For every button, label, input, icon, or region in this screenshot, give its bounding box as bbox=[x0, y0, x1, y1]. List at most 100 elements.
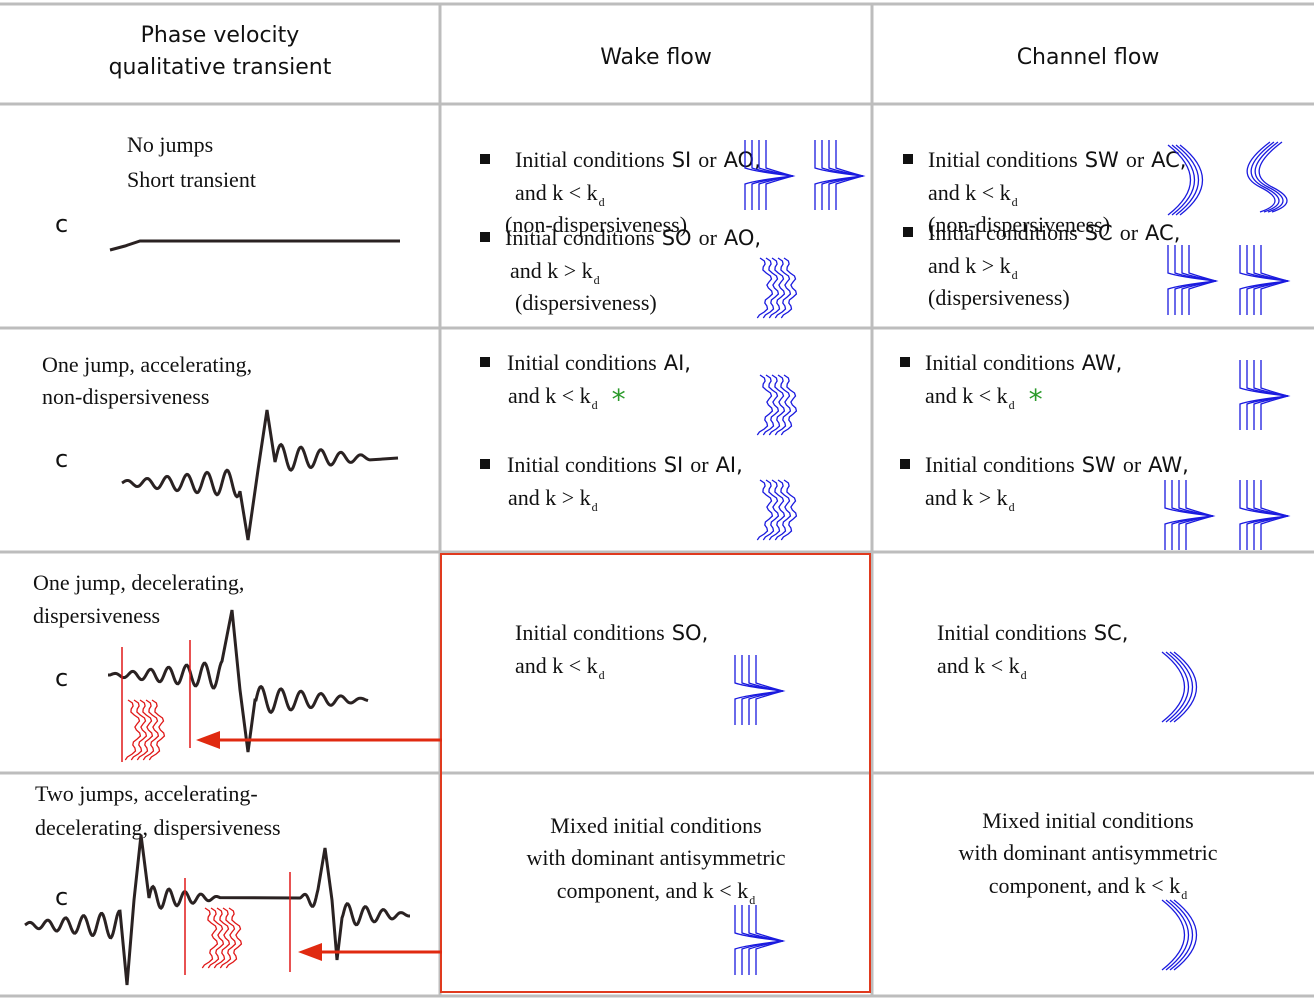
header-text: Wake flow bbox=[600, 45, 712, 70]
text-run: dispersiveness bbox=[33, 603, 160, 628]
axis-label: c bbox=[55, 445, 68, 473]
cell-text: (dispersiveness) bbox=[515, 290, 657, 315]
wave-icon bbox=[142, 699, 160, 761]
wave-icon bbox=[148, 699, 166, 761]
arrow-head bbox=[196, 731, 220, 749]
subscript: d bbox=[599, 668, 605, 682]
wave-icon bbox=[768, 479, 786, 541]
wave-icon bbox=[1169, 651, 1194, 723]
wave-icon bbox=[1260, 360, 1291, 430]
cell-text: with dominant antisymmetric bbox=[958, 840, 1217, 865]
text-run: AC, bbox=[1151, 148, 1186, 172]
wave-icon bbox=[755, 905, 786, 975]
subscript: d bbox=[592, 398, 598, 412]
text-run: SI bbox=[664, 453, 684, 477]
wave-icon bbox=[201, 907, 219, 969]
subscript: d bbox=[749, 893, 755, 907]
text-run: c bbox=[55, 210, 68, 238]
text-run: or bbox=[698, 147, 717, 172]
bullet bbox=[900, 357, 910, 367]
wave-icon bbox=[1165, 651, 1190, 723]
text-run: Wake flow bbox=[600, 45, 712, 70]
text-run: or bbox=[690, 452, 709, 477]
wave-icon bbox=[219, 907, 237, 969]
text-run: and k < k bbox=[928, 180, 1011, 205]
cell-text: decelerating, dispersiveness bbox=[35, 815, 281, 840]
wave-icon bbox=[213, 907, 231, 969]
cell-text: Initial conditions SI or AI, bbox=[507, 452, 743, 477]
wave-icon bbox=[780, 374, 798, 436]
text-run: and k < k bbox=[937, 653, 1020, 678]
text-run: (non-dispersiveness) bbox=[928, 212, 1110, 237]
cell-text: One jump, accelerating, bbox=[42, 352, 252, 377]
wave-icon bbox=[756, 374, 774, 436]
cell-text: and k > kd bbox=[925, 485, 1015, 514]
wave-icon bbox=[756, 257, 774, 319]
wave-icon bbox=[1173, 651, 1198, 723]
text-run: Short transient bbox=[127, 167, 256, 192]
bullet bbox=[480, 154, 490, 164]
text-run: Channel flow bbox=[1017, 45, 1160, 70]
bullet bbox=[480, 232, 490, 242]
cell-text: Mixed initial conditions bbox=[982, 808, 1193, 833]
axis-label: c bbox=[55, 210, 68, 238]
text-run: No jumps bbox=[127, 132, 213, 157]
header-text: qualitative transient bbox=[109, 55, 332, 80]
text-run: and k > k bbox=[925, 485, 1008, 510]
cell-text: and k < kd bbox=[937, 653, 1027, 682]
text-run: AI, bbox=[664, 351, 691, 375]
cell-text: Initial conditions SI or AO, bbox=[515, 147, 761, 172]
subscript: d bbox=[1009, 500, 1015, 514]
asterisk: * bbox=[612, 383, 626, 416]
text-run: Two jumps, accelerating- bbox=[35, 781, 258, 806]
cell-text: component, and k < kd bbox=[557, 878, 755, 907]
wave-icon bbox=[1188, 245, 1219, 315]
text-run: with dominant antisymmetric bbox=[958, 840, 1217, 865]
text-run: Initial conditions bbox=[507, 350, 657, 375]
text-run: Initial conditions bbox=[515, 147, 665, 172]
subscript: d bbox=[1009, 398, 1015, 412]
cell-text: and k > kd bbox=[508, 485, 598, 514]
text-run: One jump, decelerating, bbox=[33, 570, 244, 595]
text-run: component, and k < k bbox=[989, 873, 1180, 898]
text-run: and k < k bbox=[508, 383, 591, 408]
text-run: Initial conditions bbox=[505, 225, 655, 250]
cell-text: component, and k < kd bbox=[989, 873, 1187, 902]
wave-icon bbox=[768, 374, 786, 436]
wave-icon bbox=[225, 907, 243, 969]
text-run: Initial conditions bbox=[928, 147, 1078, 172]
wave-icon bbox=[207, 907, 225, 969]
text-run: Mixed initial conditions bbox=[550, 813, 761, 838]
wave-icon bbox=[780, 479, 798, 541]
text-run: c bbox=[55, 445, 68, 473]
text-run: Initial conditions bbox=[515, 620, 665, 645]
text-run: non-dispersiveness bbox=[42, 384, 209, 409]
text-run: SO, bbox=[672, 621, 709, 645]
wave-icon bbox=[1165, 899, 1190, 971]
bullet bbox=[903, 154, 913, 164]
text-run: (dispersiveness) bbox=[515, 290, 657, 315]
text-run: SC bbox=[1085, 221, 1113, 245]
text-run: or bbox=[1126, 147, 1145, 172]
wave-icon bbox=[1260, 480, 1291, 550]
cell-text: and k < kd * bbox=[508, 383, 626, 416]
cell-text: No jumps bbox=[127, 132, 213, 157]
header-text: Channel flow bbox=[1017, 45, 1160, 70]
transient-curve bbox=[109, 239, 400, 252]
transient-curve bbox=[108, 609, 369, 753]
text-run: or bbox=[699, 225, 718, 250]
text-run: One jump, accelerating, bbox=[42, 352, 252, 377]
subscript: d bbox=[592, 500, 598, 514]
text-run: and k < k bbox=[515, 653, 598, 678]
cell-text: Mixed initial conditions bbox=[550, 813, 761, 838]
text-run: with dominant antisymmetric bbox=[526, 845, 785, 870]
axis-label: c bbox=[55, 664, 68, 692]
bullet bbox=[900, 459, 910, 469]
wave-icon bbox=[774, 479, 792, 541]
bullet bbox=[480, 459, 490, 469]
text-run: qualitative transient bbox=[109, 55, 332, 80]
cell-text: and k < kd bbox=[515, 653, 605, 682]
wave-icon bbox=[774, 257, 792, 319]
text-run: decelerating, dispersiveness bbox=[35, 815, 281, 840]
